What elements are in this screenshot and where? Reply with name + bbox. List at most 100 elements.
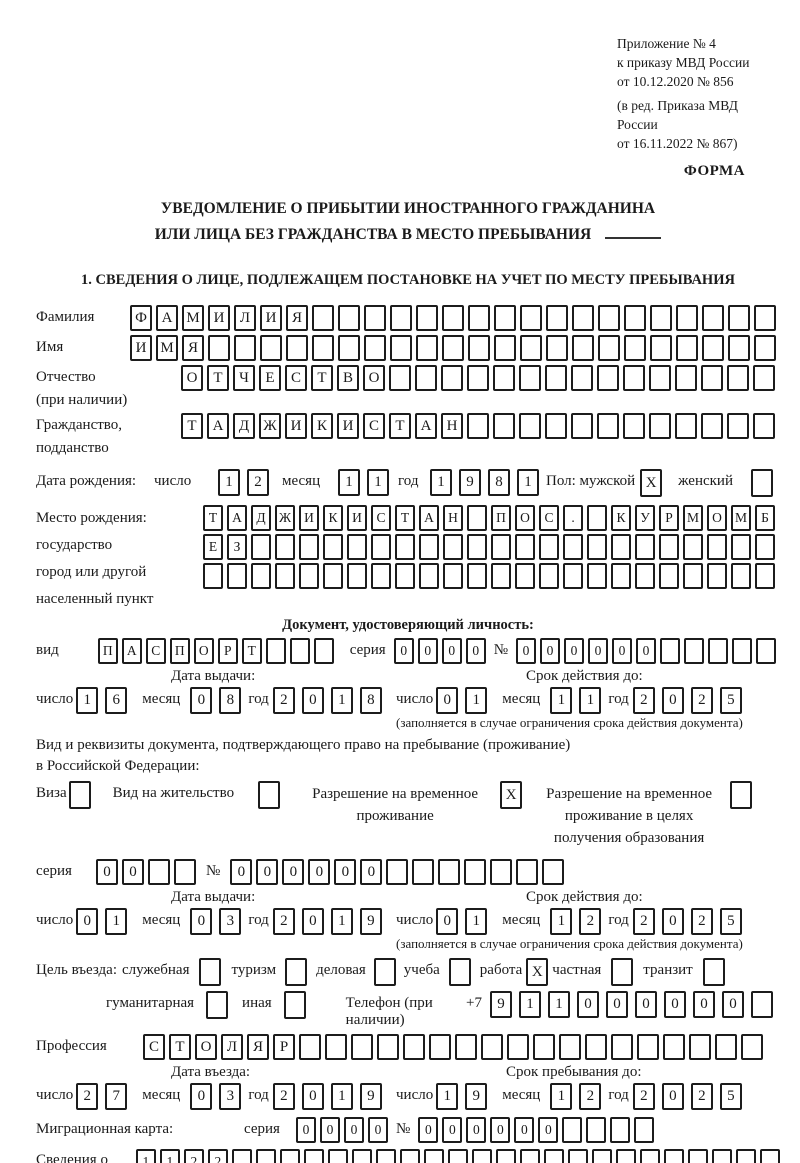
- residence-permit-checkbox[interactable]: [258, 781, 281, 809]
- purpose-other-checkbox[interactable]: [283, 991, 306, 1019]
- edu-residence-checkbox[interactable]: [730, 781, 753, 809]
- day-label: число: [396, 1087, 434, 1103]
- firstname-label: Имя: [36, 339, 64, 355]
- validity-heading: Срок действия до:: [526, 668, 643, 684]
- purpose-business-checkbox[interactable]: [373, 958, 396, 986]
- month-label: месяц: [142, 912, 181, 928]
- validity-heading: Срок действия до:: [526, 889, 643, 905]
- citizenship-label: Гражданство,: [36, 417, 123, 433]
- birth-place-label3: город или другой: [36, 564, 147, 580]
- day-label: число: [36, 912, 74, 928]
- day-label: число: [154, 473, 192, 489]
- representatives-label: Сведения о: [36, 1152, 108, 1163]
- identity-doc-heading: Документ, удостоверяющий личность:: [282, 617, 534, 633]
- year-label: год: [608, 691, 629, 707]
- issue-heading: Дата выдачи:: [171, 889, 256, 905]
- temp-residence-checkbox[interactable]: X: [500, 781, 523, 809]
- birth-place-block: Место рождения: государство город или др…: [36, 505, 780, 613]
- purpose-humanitarian-checkbox[interactable]: [206, 991, 229, 1019]
- permit-number-label: №: [206, 863, 221, 879]
- sex-female-checkbox[interactable]: [751, 469, 773, 497]
- sex-male-label: Пол: мужской: [546, 473, 636, 489]
- year-label: год: [398, 473, 419, 489]
- month-label: месяц: [502, 1087, 541, 1103]
- day-label: число: [396, 912, 434, 928]
- purpose-work-label: работа: [479, 962, 523, 978]
- purpose-study-checkbox[interactable]: [448, 958, 471, 986]
- birth-place-label2: государство: [36, 537, 113, 553]
- purpose-tourism-checkbox[interactable]: [285, 958, 308, 986]
- purpose-private-label: частная: [552, 962, 602, 978]
- purpose-study-label: учеба: [403, 962, 440, 978]
- month-label: месяц: [502, 912, 541, 928]
- purpose-transit-checkbox[interactable]: [702, 958, 725, 986]
- purpose-business-label: деловая: [316, 962, 366, 978]
- migration-series-label: серия: [244, 1121, 280, 1137]
- temp-residence-label: Разрешение на временное проживание: [312, 786, 479, 824]
- purpose-official-label: служебная: [121, 962, 190, 978]
- purpose-work-checkbox[interactable]: X: [526, 958, 549, 986]
- purpose-official-checkbox[interactable]: [199, 958, 222, 986]
- day-label: число: [36, 691, 74, 707]
- day-label: число: [396, 691, 434, 707]
- visa-checkbox[interactable]: [68, 781, 91, 809]
- birth-place-row3[interactable]: [203, 563, 779, 589]
- section1-heading: 1. СВЕДЕНИЯ О ЛИЦЕ, ПОДЛЕЖАЩЕМ ПОСТАНОВК…: [81, 272, 735, 288]
- revision-line: (в ред. Приказа МВД России: [617, 98, 738, 132]
- revision-line: от 16.11.2022 № 867): [617, 136, 738, 151]
- permit-series-label: серия: [36, 863, 72, 879]
- purpose-row2: гуманитарная иная Телефон (при наличии) …: [36, 991, 780, 1029]
- purpose-transit-label: транзит: [643, 962, 693, 978]
- birth-place-label4: населенный пункт: [36, 591, 154, 607]
- sex-male-checkbox[interactable]: X: [640, 469, 663, 497]
- patronymic-label: Отчество: [36, 369, 96, 385]
- purpose-tourism-label: туризм: [231, 962, 277, 978]
- purpose-private-checkbox[interactable]: [611, 958, 634, 986]
